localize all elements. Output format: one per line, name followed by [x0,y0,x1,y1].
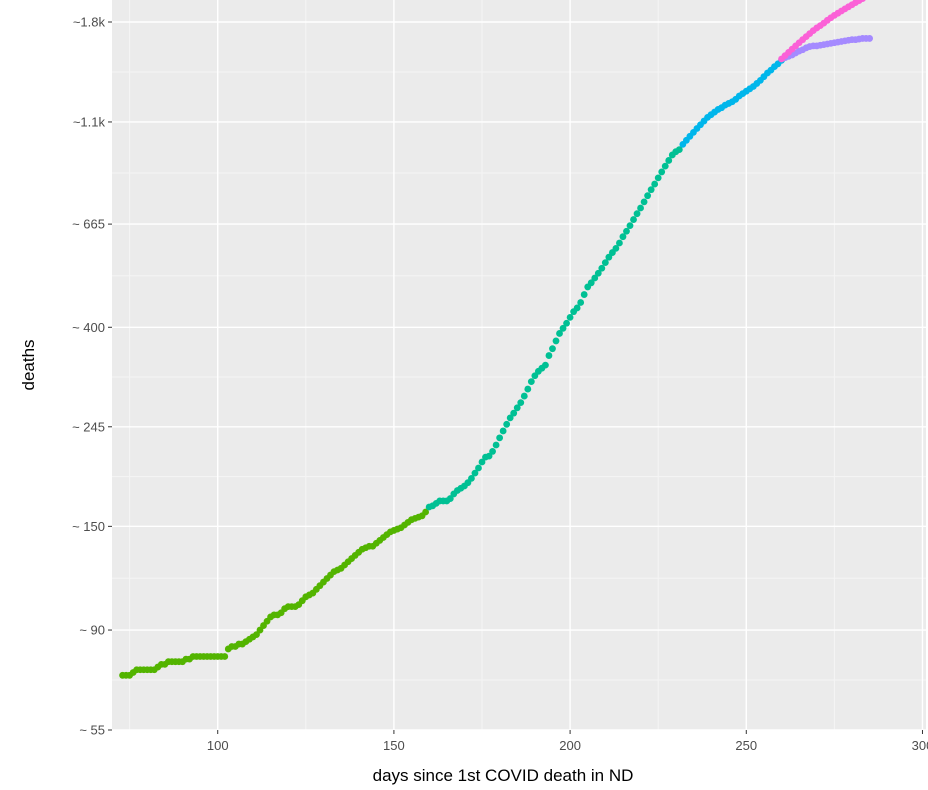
y-tick-label: ~1.8k [73,15,106,30]
y-tick-label: ~ 400 [72,320,105,335]
y-axis-title: deaths [19,339,38,390]
axes: 100 150 200 250 300 ~ 55 ~ 90 ~ 150 ~ 245 ~ 400 ~ … [72,15,928,754]
data-point [612,245,620,252]
data-point [545,352,553,359]
data-point [637,204,644,212]
data-point [626,222,634,230]
x-tick-label: 150 [383,738,405,753]
data-point [577,299,585,306]
data-point [594,269,602,277]
x-tick-label: 200 [559,738,581,753]
data-point [471,469,479,477]
data-point [542,361,549,369]
data-point [566,313,574,321]
data-point [866,35,874,42]
major-grid [112,0,926,731]
data-point [640,198,648,206]
y-tick-label: ~ 150 [72,519,105,534]
data-point [665,157,673,164]
data-point [647,186,655,194]
data-point [859,0,866,2]
data-point [510,409,518,417]
data-point [616,239,623,247]
x-tick-label: 250 [735,738,757,753]
data-point [563,319,570,327]
data-point [499,427,507,435]
data-point [623,227,630,235]
x-axis-title: days since 1st COVID death in ND [373,766,634,785]
y-tick-label: ~ 55 [79,723,105,738]
x-tick-label: 100 [207,738,229,753]
data-point [221,653,229,660]
data-point [446,495,454,502]
data-point [496,434,504,442]
data-point [644,192,652,200]
panel-background [112,0,926,730]
data-point [591,274,599,282]
data-point [630,216,637,223]
data-point [675,146,683,153]
data-point [605,253,613,261]
data-point [489,448,496,455]
data-point [524,385,532,393]
data-point [503,420,511,428]
data-point [661,162,669,170]
data-point [517,399,525,406]
y-tick-label: ~ 245 [72,419,105,434]
data-point [651,180,659,188]
data-point [520,392,528,400]
data-point [552,337,560,345]
data-point [475,464,482,472]
data-point [601,259,609,267]
y-tick-label: ~ 90 [79,623,105,638]
data-point [580,291,588,298]
data-point [573,304,581,312]
data-point [633,210,641,218]
data-point [559,324,567,332]
data-point [587,279,595,287]
data-point [598,264,606,272]
data-point [619,233,627,241]
data-point [556,330,563,337]
data-point [485,452,493,460]
data-point [422,508,430,516]
data-point [513,404,521,412]
y-tick-label: ~ 665 [72,217,105,232]
data-point [527,378,535,386]
y-tick-label: ~1.1k [73,114,106,129]
data-points [119,0,874,679]
data-point [506,414,514,422]
data-point [478,458,486,466]
data-point [492,441,500,449]
x-tick-label: 300 [912,738,928,753]
data-point [654,174,662,182]
data-point [549,345,556,353]
data-point [658,168,666,176]
data-point [468,474,475,482]
